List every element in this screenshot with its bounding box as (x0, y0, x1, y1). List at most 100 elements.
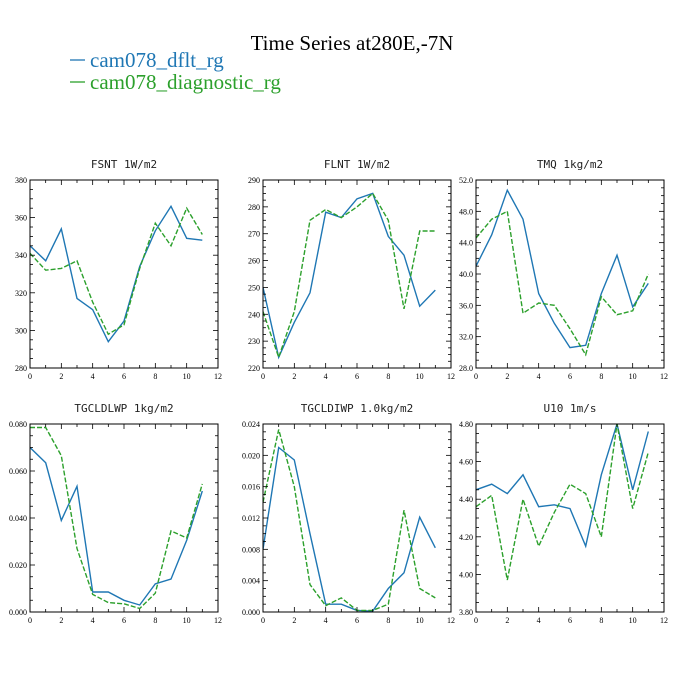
x-tick-label: 0 (28, 616, 32, 625)
x-tick-label: 8 (153, 616, 157, 625)
x-tick-label: 8 (386, 616, 390, 625)
x-tick-label: 12 (660, 372, 668, 381)
chart-panel-5: U10 1m/s 0 2 4 6 8 10 12 3.80 4.00 4.20 4.40 4.60 4.8… (459, 402, 668, 625)
y-tick-label: 0.040 (9, 514, 27, 523)
x-tick-label: 2 (292, 372, 296, 381)
y-tick-label: 300 (15, 326, 27, 335)
x-tick-label: 12 (214, 372, 222, 381)
y-tick-label: 380 (15, 176, 27, 185)
y-tick-label: 0.012 (242, 514, 260, 523)
y-tick-label: 4.00 (459, 570, 473, 579)
y-tick-label: 40.0 (459, 270, 473, 279)
y-tick-label: 48.0 (459, 207, 473, 216)
y-tick-label: 4.20 (459, 533, 473, 542)
x-tick-label: 6 (122, 372, 126, 381)
x-tick-label: 10 (183, 372, 191, 381)
chart-panel-3: TGCLDLWP 1kg/m2 0 2 4 6 8 10 12 0.000 0.020 0.040 0… (9, 402, 222, 625)
x-tick-label: 6 (568, 616, 572, 625)
panel-title: TGCLDLWP 1kg/m2 (74, 402, 173, 415)
x-tick-label: 0 (474, 616, 478, 625)
x-tick-label: 10 (416, 616, 424, 625)
y-tick-label: 0.004 (242, 577, 260, 586)
x-tick-label: 12 (214, 616, 222, 625)
series-line-1 (476, 210, 649, 357)
chart-panel-1: FLNT 1W/m2 0 2 4 6 8 10 12 220 230 240 250 260 270 280… (248, 158, 455, 381)
series-line-1 (476, 424, 649, 581)
x-tick-label: 12 (447, 616, 455, 625)
chart-panels: FSNT 1W/m20 2 4 6 8 10 12280300320340360380FLN… (9, 158, 668, 625)
series-line-0 (263, 192, 436, 360)
x-tick-label: 10 (183, 616, 191, 625)
chart-panel-2: TMQ 1kg/m2 0 2 4 6 8 10 12 28.0 32.0 36.0 40.0 44.0 4… (459, 158, 668, 381)
x-tick-label: 0 (261, 372, 265, 381)
x-tick-label: 0 (261, 616, 265, 625)
y-tick-label: 4.80 (459, 420, 473, 429)
plot-frame (262, 423, 452, 613)
plot-frame (29, 179, 219, 369)
y-tick-label: 0.060 (9, 467, 27, 476)
x-tick-label: 2 (505, 372, 509, 381)
x-tick-label: 6 (122, 616, 126, 625)
plot-frame (475, 423, 665, 613)
y-tick-label: 32.0 (459, 333, 473, 342)
y-tick-label: 280 (248, 203, 260, 212)
chart-panel-0: FSNT 1W/m2 0 2 4 6 8 10 12 280 300 320 340 360 380 (15, 158, 222, 381)
plot-frame (475, 179, 665, 369)
y-tick-label: 3.80 (459, 608, 473, 617)
y-tick-label: 320 (15, 289, 27, 298)
x-tick-label: 4 (91, 372, 95, 381)
x-tick-label: 12 (660, 616, 668, 625)
x-tick-label: 4 (91, 616, 95, 625)
y-tick-label: 0.000 (242, 608, 260, 617)
x-tick-label: 4 (324, 616, 328, 625)
series-line-0 (30, 204, 203, 344)
y-tick-label: 52.0 (459, 176, 473, 185)
y-tick-label: 250 (248, 283, 260, 292)
x-tick-label: 2 (292, 616, 296, 625)
plot-frame (262, 179, 452, 369)
y-tick-label: 220 (248, 364, 260, 373)
y-tick-label: 0.008 (242, 545, 260, 554)
x-tick-label: 8 (386, 372, 390, 381)
series-line-0 (476, 188, 649, 349)
y-tick-label: 270 (248, 230, 260, 239)
figure-title: Time Series at280E,-7N (251, 31, 454, 55)
panel-title: U10 1m/s (544, 402, 597, 415)
x-tick-label: 4 (537, 616, 541, 625)
legend-label-1: cam078_diagnostic_rg (90, 70, 281, 94)
y-tick-label: 44.0 (459, 239, 473, 248)
panel-title: TGCLDIWP 1.0kg/m2 (301, 402, 414, 415)
x-tick-label: 6 (568, 372, 572, 381)
x-tick-label: 10 (629, 372, 637, 381)
y-tick-label: 4.60 (459, 458, 473, 467)
x-tick-label: 8 (599, 372, 603, 381)
y-tick-label: 340 (15, 251, 27, 260)
x-tick-label: 0 (28, 372, 32, 381)
x-tick-label: 4 (324, 372, 328, 381)
x-tick-label: 2 (59, 616, 63, 625)
series-line-1 (30, 426, 203, 610)
x-tick-label: 12 (447, 372, 455, 381)
x-tick-label: 4 (537, 372, 541, 381)
x-tick-label: 6 (355, 372, 359, 381)
y-tick-label: 360 (15, 214, 27, 223)
y-tick-label: 0.000 (9, 608, 27, 617)
series-line-1 (30, 206, 203, 336)
y-tick-label: 28.0 (459, 364, 473, 373)
y-tick-label: 4.40 (459, 495, 473, 504)
chart-panel-4: TGCLDIWP 1.0kg/m2 0 2 4 6 8 10 12 0.000 0.004 0.00… (242, 402, 455, 625)
y-tick-label: 280 (15, 364, 27, 373)
series-line-0 (476, 424, 649, 549)
panel-title: TMQ 1kg/m2 (537, 158, 603, 171)
series-line-1 (263, 192, 436, 360)
y-tick-label: 0.080 (9, 420, 27, 429)
y-tick-label: 290 (248, 176, 260, 185)
x-tick-label: 2 (59, 372, 63, 381)
plot-frame (29, 423, 219, 613)
series-line-0 (263, 446, 436, 612)
legend-label-0: cam078_dflt_rg (90, 48, 224, 72)
x-tick-label: 8 (599, 616, 603, 625)
y-tick-label: 260 (248, 257, 260, 266)
